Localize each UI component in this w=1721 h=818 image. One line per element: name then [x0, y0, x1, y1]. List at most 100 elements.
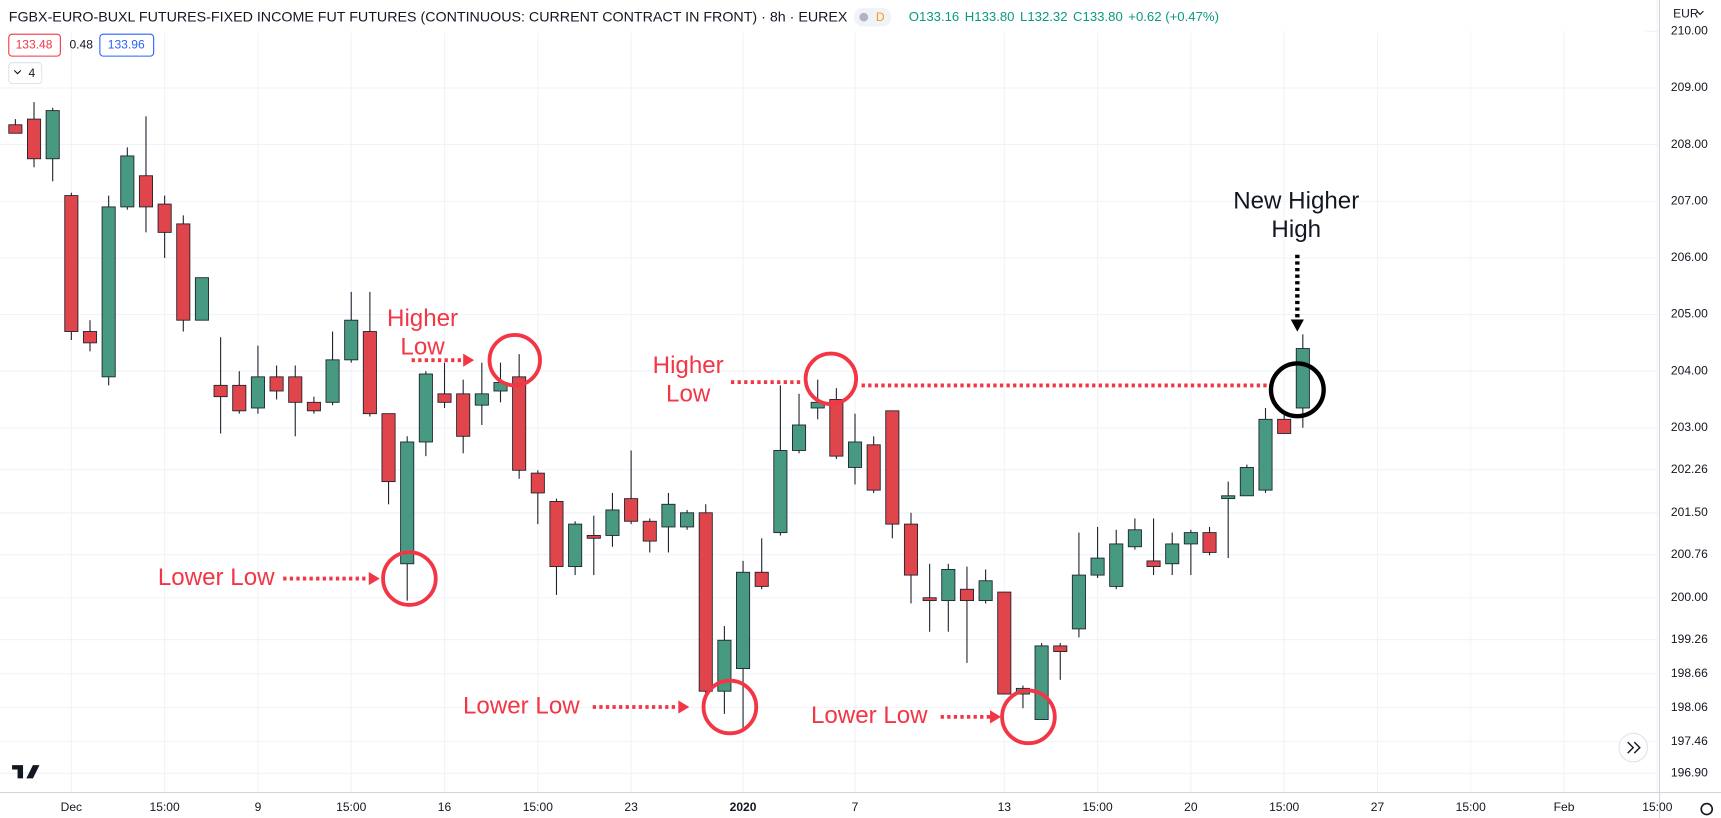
y-tick-label: 203.00 — [1671, 420, 1708, 434]
ohlc-value: H133.80 — [965, 9, 1015, 24]
circle — [487, 332, 542, 388]
annotation: Lower Low — [463, 692, 580, 719]
x-tick-label: 15:00 — [336, 800, 366, 814]
candle-body — [1183, 532, 1198, 545]
candle-body — [903, 523, 919, 576]
axes: 210.00 209.00 208.00 207.00 206.00 205.00 204.… — [61, 23, 1708, 814]
annotation: Low — [666, 381, 711, 408]
candle-body — [474, 393, 489, 406]
candle-body — [642, 520, 657, 542]
arrow-heads — [368, 353, 1001, 724]
circle — [1000, 688, 1057, 746]
chevron — [1696, 10, 1704, 16]
y-tick-label: 200.76 — [1671, 547, 1708, 561]
candle-body — [437, 393, 452, 403]
x-tick-label: Dec — [61, 800, 82, 814]
candle-body — [381, 413, 396, 483]
settings[interactable] — [1700, 802, 1714, 816]
candle-body — [586, 534, 601, 539]
ohlc-header: O133.16 H133.80 L132.32 C133.80 +0.62 (+0.47… — [909, 9, 1219, 24]
price-tag-box — [8, 33, 61, 57]
candle-body — [922, 597, 937, 602]
candle-body — [698, 512, 713, 692]
candle-body — [568, 523, 583, 568]
candle-body — [250, 376, 265, 409]
candle-body — [1165, 543, 1180, 565]
y-tick-label: 201.50 — [1671, 505, 1708, 519]
badge-dot — [859, 12, 869, 22]
grid — [0, 0, 1660, 793]
header-bg — [0, 0, 1647, 34]
candle-body — [866, 444, 881, 491]
x-tick-label: 27 — [1371, 800, 1385, 814]
x-tick-label: 13 — [998, 800, 1012, 814]
candle-body — [1127, 529, 1142, 548]
candle-body — [120, 155, 135, 208]
y-tick-label: 209.00 — [1671, 80, 1708, 94]
candle-body — [1221, 495, 1236, 500]
x-tick-label: 15:00 — [150, 800, 180, 814]
candle-body — [661, 503, 676, 528]
annotation: Low — [400, 333, 445, 360]
candle-body — [232, 384, 247, 412]
candle-body — [773, 450, 788, 534]
candle-body — [1295, 348, 1310, 409]
arrow-head — [368, 571, 380, 586]
y-tick-label: 204.00 — [1671, 363, 1708, 377]
candle-body — [213, 384, 228, 398]
candle-body — [269, 376, 284, 392]
candle-body — [736, 571, 751, 669]
arrow-head — [678, 700, 690, 714]
indicator-count: 4 — [28, 66, 35, 80]
ohlc-value: O133.16 — [909, 9, 959, 24]
candle-body — [101, 206, 116, 378]
candle-body — [138, 175, 154, 208]
logo — [12, 765, 40, 779]
y-tick-label: 198.66 — [1671, 666, 1708, 680]
arrow-head — [463, 353, 475, 367]
candle-body — [194, 277, 209, 321]
candle-body — [1202, 532, 1217, 553]
candle-body — [978, 580, 993, 602]
x-tick-label: 7 — [852, 800, 859, 814]
price-tag: 0.48 — [69, 37, 93, 51]
candle-body — [64, 195, 79, 332]
candle-body — [959, 588, 974, 602]
candle-body — [27, 118, 42, 160]
chart-title: FGBX-EURO-BUXL FUTURES-FIXED INCOME FUT … — [9, 9, 848, 25]
annotation: Lower Low — [158, 564, 275, 591]
candles — [8, 102, 1310, 731]
arrow-head — [990, 710, 1001, 724]
circle — [701, 678, 759, 736]
candle-body — [325, 359, 340, 403]
candle-body — [1277, 418, 1292, 434]
x-tick-label: 23 — [624, 800, 638, 814]
annotation-circles — [381, 332, 1057, 746]
candle-body — [754, 571, 769, 587]
candle-body — [792, 424, 807, 451]
y-tick-label: 205.00 — [1671, 307, 1708, 321]
candle-body — [847, 441, 863, 468]
candle-body — [456, 393, 471, 437]
candle-body — [1034, 645, 1049, 720]
candle-body — [680, 512, 695, 528]
candle-body — [941, 568, 956, 602]
y-tick-label: 200.00 — [1671, 590, 1708, 604]
candle-body — [624, 498, 639, 522]
y-tick-label: 197.46 — [1671, 734, 1708, 748]
indicator-box — [8, 62, 43, 85]
y-tick-label: 208.00 — [1671, 137, 1708, 151]
x-tick-label: 15:00 — [1642, 800, 1672, 814]
x-tick-label: 2020 — [730, 800, 757, 814]
candle-body — [1053, 645, 1068, 652]
candle-body — [530, 472, 545, 494]
candle-body — [605, 509, 620, 536]
circle — [803, 351, 859, 406]
candle-body — [512, 376, 527, 471]
x-tick-label: 15:00 — [1269, 800, 1299, 814]
ohlc-value: C133.80 — [1073, 9, 1123, 24]
candle-body — [176, 223, 191, 321]
x-tick-label: Feb — [1554, 800, 1575, 814]
candle-body — [1258, 418, 1273, 491]
badge: D — [876, 10, 885, 24]
